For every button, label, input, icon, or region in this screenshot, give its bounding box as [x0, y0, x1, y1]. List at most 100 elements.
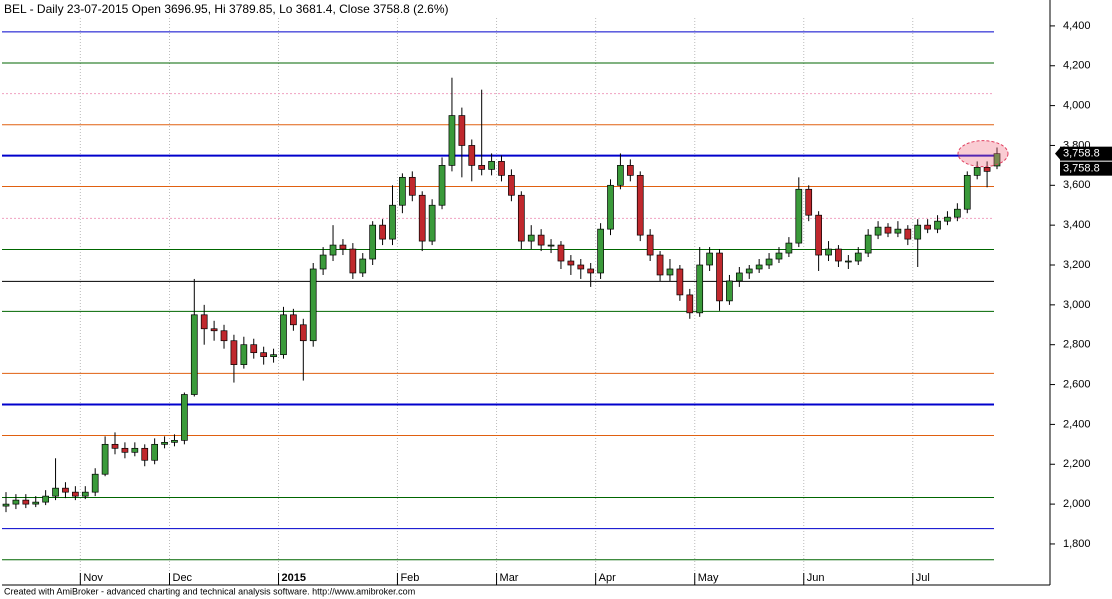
y-tick-label: 3,000: [1063, 299, 1091, 311]
x-tick-label: Jul: [916, 572, 930, 584]
candle-body: [200, 314, 208, 330]
y-tick-label: 2,600: [1063, 378, 1091, 390]
candle-body: [369, 224, 377, 260]
candle-body: [527, 234, 535, 242]
candle-body: [963, 174, 971, 210]
candle-body: [448, 115, 456, 166]
candle-body: [329, 244, 337, 256]
candle-body: [230, 340, 238, 365]
candle-body: [438, 165, 446, 206]
candle-body: [121, 447, 129, 453]
candle-body: [587, 268, 595, 274]
candle-body: [785, 242, 793, 254]
candle-body: [309, 268, 317, 342]
price-label: 3,758.8: [1063, 163, 1100, 175]
candle-body: [131, 447, 139, 453]
y-tick-label: 2,400: [1063, 418, 1091, 430]
candle-body: [547, 244, 555, 247]
candle-body: [617, 165, 624, 186]
candle-body: [607, 184, 614, 230]
candle-body: [954, 208, 961, 218]
y-tick-label: 2,000: [1063, 498, 1091, 510]
candle-body: [498, 161, 505, 176]
candle-body: [983, 167, 991, 172]
candle-body: [418, 194, 426, 242]
candle-body: [924, 224, 931, 230]
candle-body: [626, 165, 634, 176]
candle-body: [379, 224, 386, 240]
candle-body: [874, 226, 882, 236]
candle-body: [973, 167, 981, 176]
candle-body: [825, 248, 832, 256]
candle-body: [864, 234, 872, 254]
candle-body: [32, 501, 40, 505]
candle-body: [775, 252, 783, 260]
candle-body: [765, 258, 773, 266]
candle-body: [557, 244, 565, 262]
chart-title: BEL - Daily 23-07-2015 Open 3696.95, Hi …: [4, 2, 449, 16]
candle-body: [478, 165, 486, 170]
candle-body: [656, 254, 664, 276]
candle-body: [181, 394, 188, 441]
candle-body: [250, 344, 258, 354]
candle-body: [894, 228, 902, 234]
y-tick-label: 3,400: [1063, 219, 1091, 231]
candle-body: [240, 344, 248, 365]
y-tick-label: 4,400: [1063, 20, 1091, 32]
candle-body: [835, 248, 842, 262]
price-label: 3,758.8: [1063, 148, 1100, 160]
candle-body: [171, 439, 178, 443]
x-tick-label: Dec: [173, 572, 193, 584]
candle-body: [151, 443, 158, 461]
candle-body: [408, 176, 416, 196]
price-pointer: [1055, 146, 1061, 161]
candle-body: [299, 324, 307, 342]
y-tick-label: 3,200: [1063, 259, 1091, 271]
highlight-ellipse: [957, 140, 1009, 168]
candle-body: [260, 352, 268, 358]
candle-body: [42, 495, 49, 503]
candle-body: [508, 174, 515, 196]
x-tick-label: Mar: [500, 572, 519, 584]
candle-body: [488, 161, 495, 170]
candle-body: [686, 294, 694, 314]
candle-body: [934, 220, 941, 230]
price-label-box: [1060, 161, 1112, 176]
candle-body: [220, 330, 228, 342]
candle-body: [795, 188, 803, 244]
candle-body: [706, 252, 713, 266]
candle-body: [666, 268, 674, 276]
candle-body: [389, 204, 396, 240]
candle-body: [72, 491, 79, 497]
candle-body: [755, 264, 763, 270]
candle-body: [458, 115, 466, 146]
candle-body: [339, 244, 347, 250]
candle-body: [567, 260, 575, 266]
candle-body: [805, 188, 813, 216]
candle-body: [190, 314, 198, 395]
candle-body: [141, 447, 149, 461]
x-tick-label: 2015: [282, 572, 306, 584]
y-tick-label: 4,200: [1063, 60, 1091, 72]
candle-body: [161, 441, 168, 445]
x-tick-label: May: [698, 572, 719, 584]
candle-body: [290, 314, 297, 326]
y-tick-label: 4,000: [1063, 100, 1091, 112]
footer: Created with AmiBroker - advanced charti…: [4, 586, 415, 596]
y-tick-label: 2,200: [1063, 458, 1091, 470]
candle-body: [280, 314, 287, 356]
candle-body: [319, 254, 327, 270]
candle-body: [359, 258, 367, 274]
candle-body: [993, 153, 1001, 167]
candle-body: [844, 260, 852, 263]
y-tick-label: 3,600: [1063, 179, 1091, 191]
x-tick-label: Nov: [83, 572, 103, 584]
candle-body: [399, 176, 406, 206]
y-tick-label: 2,800: [1063, 339, 1091, 351]
candle-body: [597, 228, 604, 274]
x-tick-label: Feb: [400, 572, 419, 584]
price-label-box: [1060, 146, 1112, 161]
candle-body: [349, 248, 357, 274]
